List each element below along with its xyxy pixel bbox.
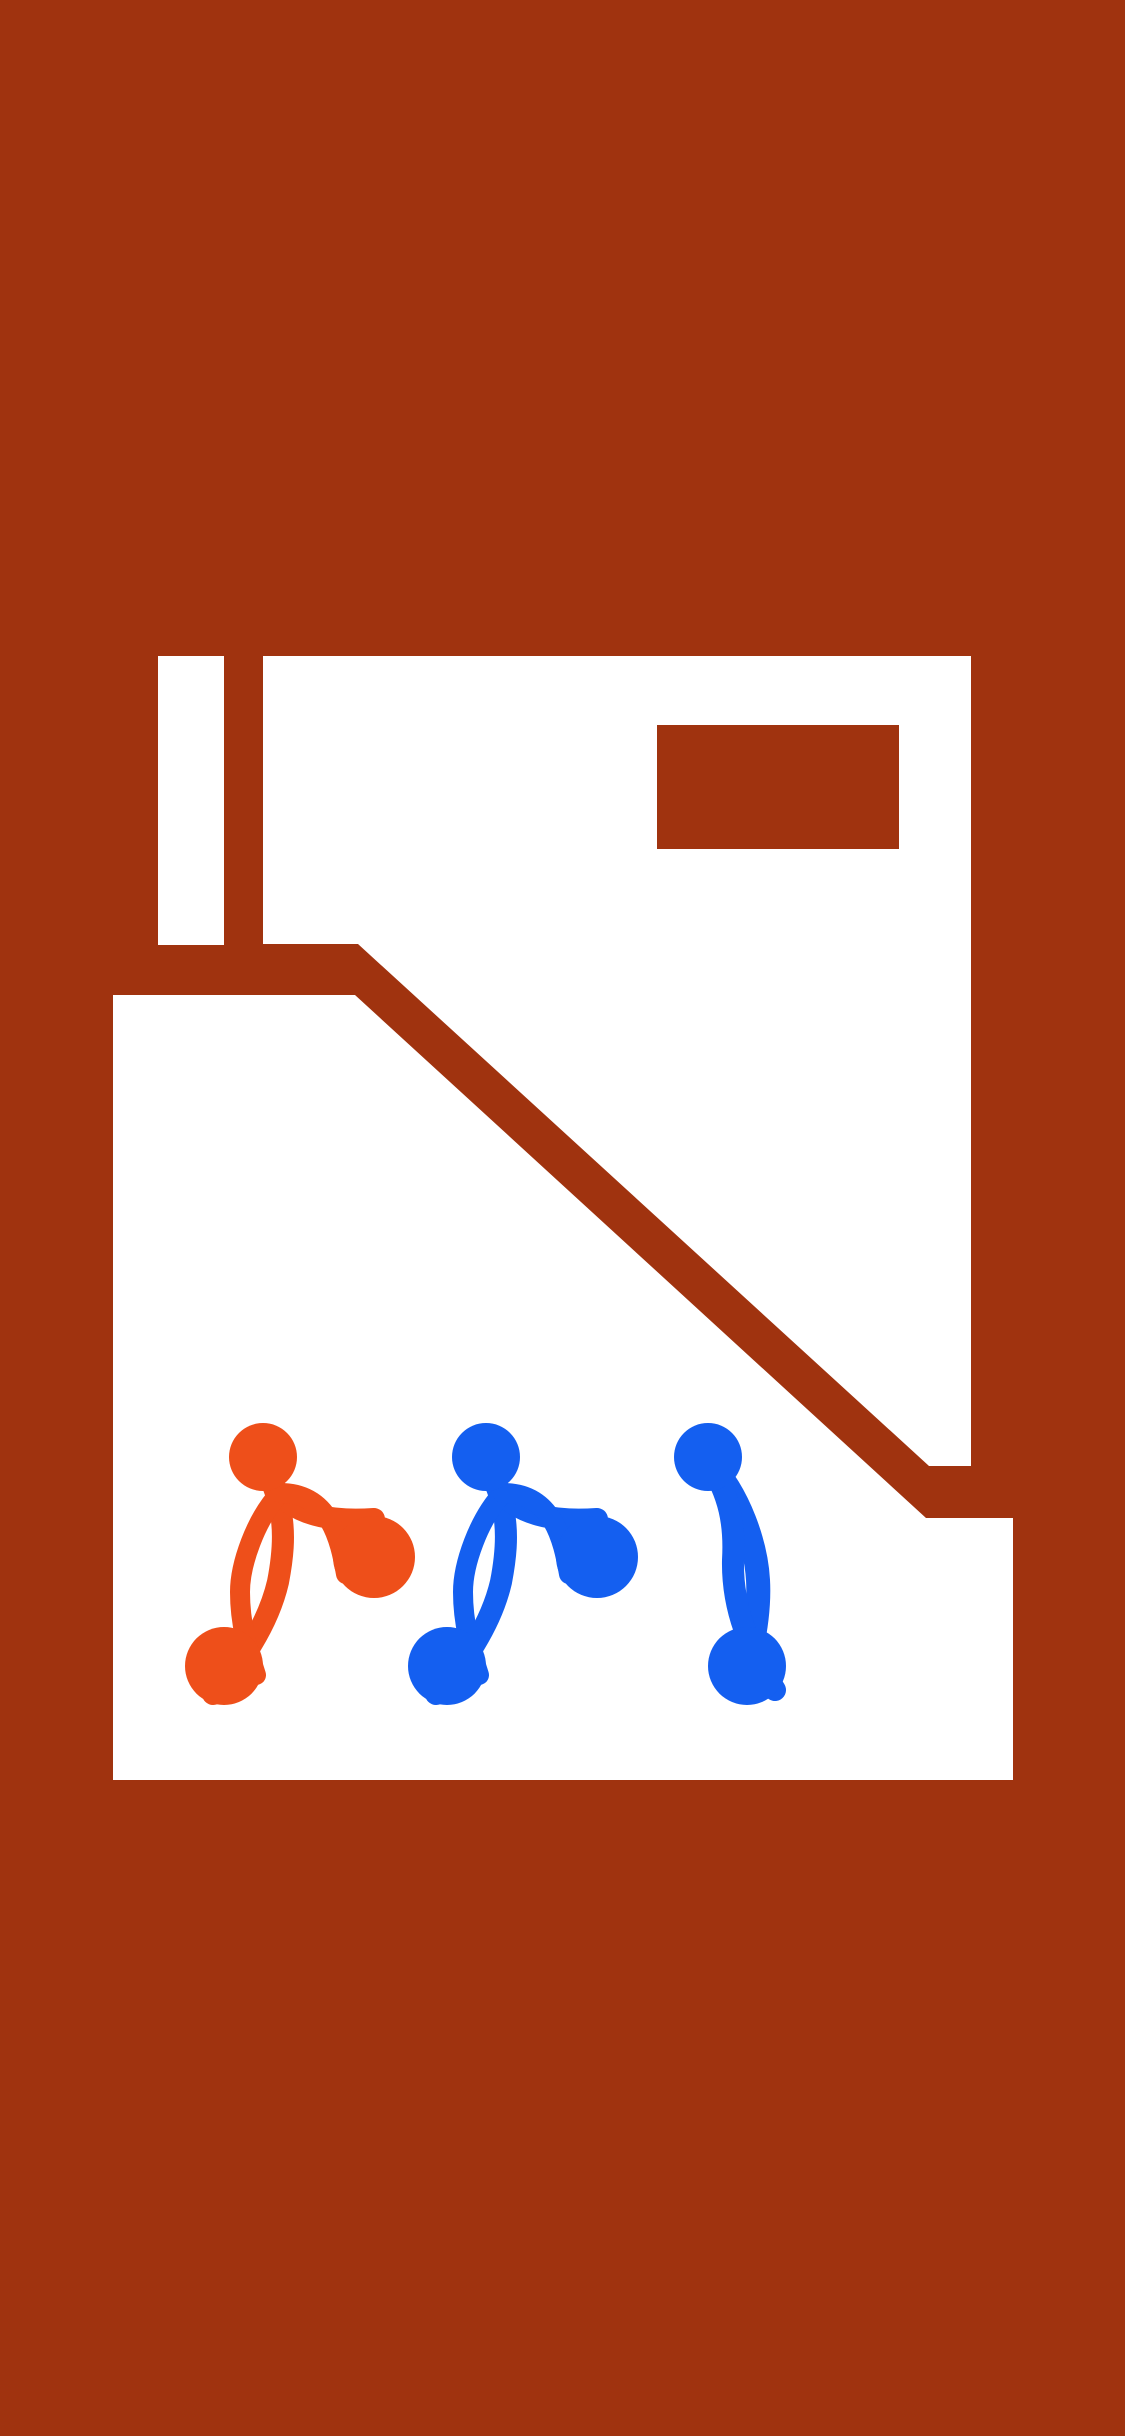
logo-back-sheet [263, 656, 971, 1466]
logo-front-sheet [113, 995, 1013, 1780]
logo-glyph-blue-n [408, 1423, 638, 1705]
logo-glyph-orange [185, 1423, 415, 1705]
logo-glyph-blue-l [674, 1423, 786, 1705]
logo-tab-block [158, 656, 224, 945]
logo-window-cutout [657, 725, 899, 849]
